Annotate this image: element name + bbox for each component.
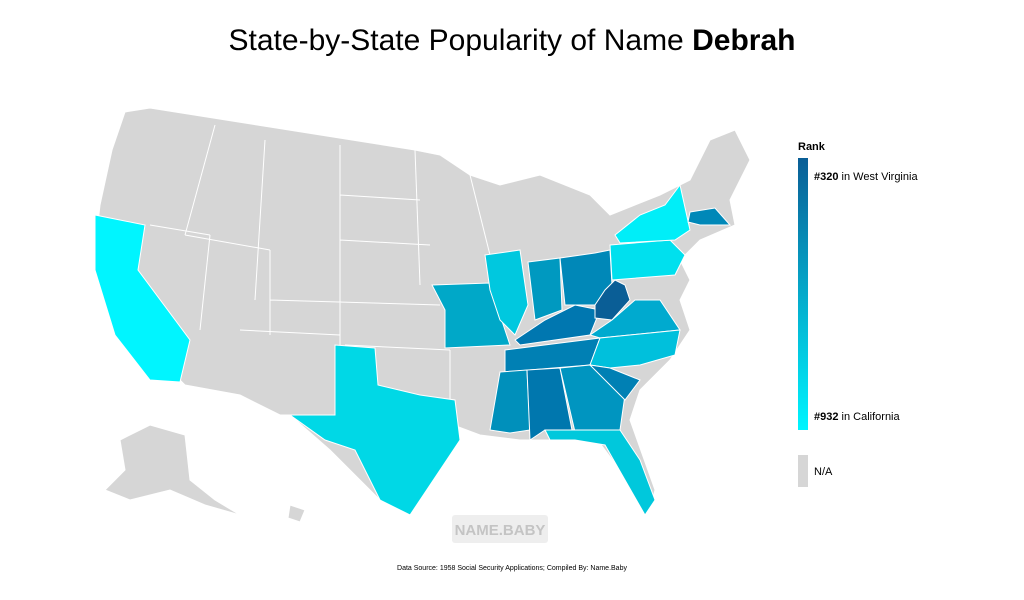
title-text: State-by-State Popularity of Name	[229, 24, 693, 57]
legend-title: Rank	[798, 141, 826, 153]
state-new-york	[614, 183, 691, 244]
watermark: NAME.BABY	[455, 522, 546, 539]
title-name: Debrah	[692, 24, 795, 57]
legend-bottom: #932 in California	[814, 411, 901, 423]
state-florida	[544, 429, 656, 516]
legend-bottom-rank: #932	[814, 411, 838, 423]
state-alaska	[104, 424, 241, 516]
legend-top-rank: #320	[814, 171, 838, 183]
state-california	[94, 214, 191, 383]
legend-top: #320 in West Virginia	[814, 171, 918, 183]
state-hawaii	[287, 504, 306, 523]
state-west-virginia	[594, 279, 631, 321]
watermark-box	[452, 515, 548, 543]
title: State-by-State Popularity of Name Debrah	[229, 24, 796, 57]
legend-na: N/A	[814, 466, 833, 478]
legend-top-text: in West Virginia	[838, 171, 918, 183]
state-pennsylvania	[609, 239, 686, 281]
state-borders	[149, 124, 491, 420]
state-south-carolina	[588, 364, 641, 401]
state-mississippi	[489, 369, 531, 434]
map	[94, 107, 751, 523]
source: Data Source: 1958 Social Security Applic…	[397, 565, 627, 572]
legend-gradient	[798, 158, 808, 430]
state-illinois	[484, 249, 529, 336]
legend-na-swatch	[798, 455, 808, 487]
state-indiana	[527, 257, 563, 321]
state-massachusetts	[687, 207, 732, 226]
state-texas	[288, 344, 461, 516]
legend-bottom-text: in California	[838, 411, 900, 423]
